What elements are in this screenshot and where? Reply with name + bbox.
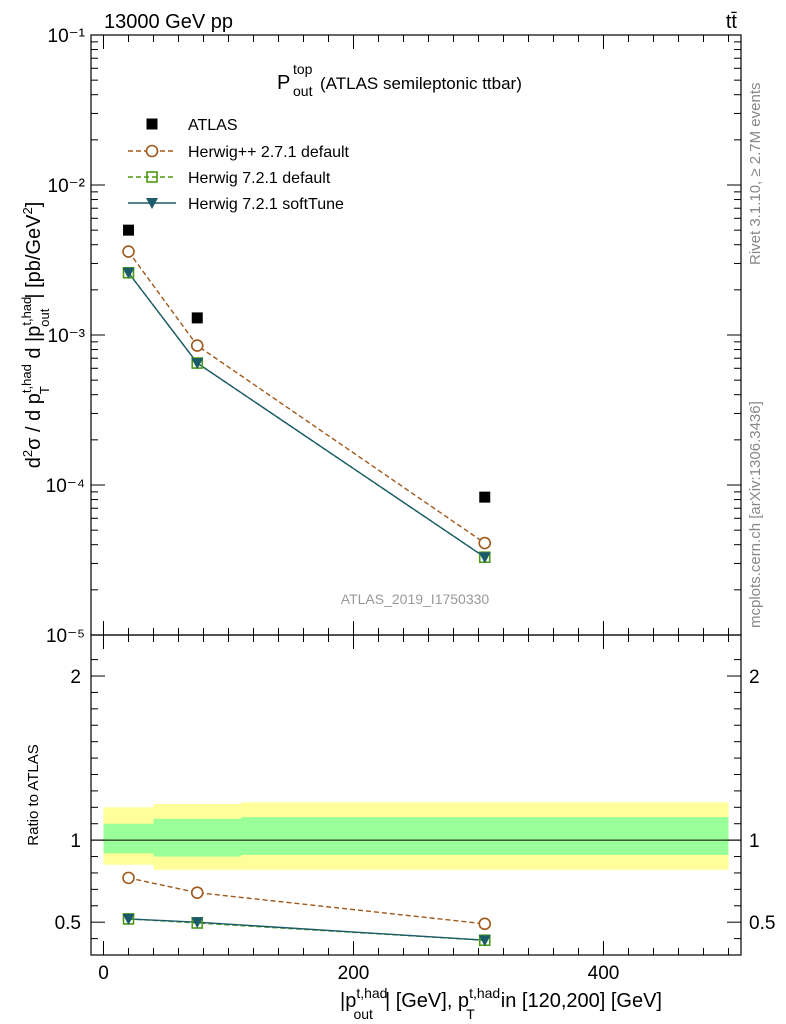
rivet-label: Rivet 3.1.10, ≥ 2.7M events — [747, 83, 764, 266]
legend-label: Herwig 7.2.1 softTune — [188, 196, 344, 213]
legend-label: Herwig 7.2.1 default — [188, 170, 331, 187]
legend: ATLAS Herwig++ 2.7.1 default Herwig 7.2.1 … — [128, 117, 350, 213]
title-sup: top — [293, 61, 313, 77]
ratio-data-point — [191, 917, 204, 929]
ratio-data-point — [122, 871, 135, 885]
energy-label: 13000 GeV pp — [104, 11, 233, 33]
ratio-y-tick-label-left: 1 — [70, 831, 81, 852]
ratio-y-tick-label-right: 0.5 — [749, 913, 775, 934]
main-y-tick-label: 10⁻² — [48, 176, 86, 197]
legend-marker — [145, 144, 159, 158]
main-data-point — [479, 491, 491, 503]
main-data-point — [122, 245, 135, 258]
main-data-point — [122, 267, 135, 279]
ratio-data-point — [478, 917, 492, 931]
ratio-series-line — [128, 877, 485, 925]
ratio-plot-series — [122, 871, 492, 947]
ratio-y-tick-label-right: 2 — [749, 667, 760, 688]
process-label: tt̄ — [726, 11, 738, 33]
legend-label: ATLAS — [188, 117, 238, 134]
ratio-plot-frame — [90, 634, 742, 956]
title-rest: (ATLAS semileptonic ttbar) — [320, 74, 522, 93]
x-axis-label: |pt,had out| [GeV], pt,had Tin [120,200] [… — [340, 985, 662, 1022]
ratio-data-point — [478, 935, 491, 947]
main-y-tick-label: 10⁻⁵ — [46, 626, 85, 647]
main-data-point — [478, 552, 491, 564]
ratio-y-axis-label: Ratio to ATLAS — [25, 744, 42, 845]
ratio-band-inner — [103, 823, 154, 854]
ratio-y-tick-label-right: 1 — [749, 831, 760, 852]
main-y-tick-label: 10⁻⁴ — [46, 476, 85, 497]
main-data-point — [478, 536, 492, 550]
main-data-point — [191, 358, 204, 370]
main-y-tick-label: 10⁻¹ — [48, 26, 86, 47]
x-tick-label: 400 — [588, 963, 620, 984]
legend-label: Herwig++ 2.7.1 default — [188, 144, 350, 161]
main-y-tick-label: 10⁻³ — [48, 326, 86, 347]
plot-title: P top out (ATLAS semileptonic ttbar) — [277, 61, 522, 99]
main-series-line — [127, 272, 486, 558]
ratio-y-tick-label-left: 2 — [70, 667, 81, 688]
ratio-band-inner — [241, 817, 729, 855]
main-series-line — [127, 272, 486, 558]
title-sub: out — [293, 83, 313, 99]
legend-marker — [146, 118, 158, 130]
main-data-point — [191, 312, 203, 324]
mcplots-label: mcplots.cern.ch [arXiv:1306.3436] — [747, 401, 764, 628]
main-data-point — [190, 339, 204, 352]
axis-tick-labels: 10⁻¹ 10⁻² 10⁻³ 10⁻⁴ 10⁻⁵ 0.5 0.5 1 1 2 2 0 200 400 — [46, 26, 776, 984]
title-main: P — [277, 72, 290, 94]
legend-marker — [146, 171, 158, 183]
ratio-uncertainty-bands — [103, 802, 729, 870]
ratio-data-point — [190, 886, 204, 899]
main-data-point — [123, 224, 134, 236]
ratio-data-point — [122, 913, 135, 925]
main-series-line — [127, 251, 486, 544]
ratio-band-inner — [153, 818, 241, 857]
ratio-series-line — [128, 918, 485, 941]
ratio-y-tick-label-left: 0.5 — [55, 913, 81, 934]
main-plot-series — [122, 224, 492, 564]
legend-marker — [146, 198, 158, 209]
x-tick-label: 0 — [98, 963, 109, 984]
x-tick-label: 200 — [338, 963, 370, 984]
axis-ticks — [91, 34, 741, 955]
analysis-id: ATLAS_2019_I1750330 — [341, 591, 490, 607]
